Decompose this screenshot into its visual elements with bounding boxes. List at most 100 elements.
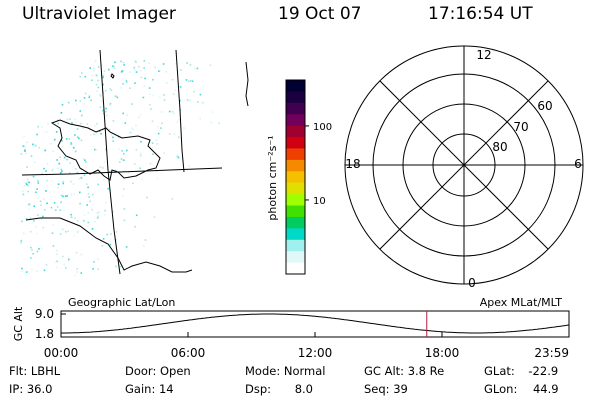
- emission-pixel: [31, 268, 33, 271]
- emission-pixel: [37, 125, 39, 128]
- mlt-label-12: 12: [476, 48, 491, 62]
- emission-pixel: [107, 187, 109, 190]
- emission-pixel: [97, 86, 100, 89]
- emission-pixel: [58, 162, 61, 165]
- emission-pixel: [108, 128, 111, 131]
- emission-pixel: [68, 138, 71, 140]
- emission-pixel: [24, 150, 26, 152]
- emission-pixel: [46, 202, 48, 205]
- emission-pixel: [83, 220, 85, 222]
- emission-pixel: [35, 232, 38, 235]
- emission-pixel: [75, 121, 78, 124]
- emission-pixel: [86, 123, 89, 125]
- emission-pixel: [180, 69, 182, 71]
- emission-pixel: [37, 182, 40, 184]
- emission-pixel: [105, 110, 107, 113]
- colorbar-cell: [286, 194, 305, 207]
- emission-pixel: [43, 130, 46, 133]
- emission-pixel: [165, 82, 168, 84]
- emission-pixel: [96, 90, 99, 92]
- emission-pixel: [163, 99, 166, 101]
- emission-pixel: [35, 226, 37, 228]
- colorbar-cell: [286, 125, 305, 138]
- emission-pixel: [151, 120, 154, 122]
- coastline: [110, 73, 115, 79]
- emission-pixel: [159, 96, 161, 99]
- emission-pixel: [132, 182, 134, 185]
- filter-field: Flt: LBHL: [9, 365, 60, 378]
- time-tick-2359: 23:59: [534, 346, 569, 360]
- emission-pixel: [122, 112, 124, 115]
- emission-pixel: [176, 155, 179, 158]
- emission-pixel: [127, 172, 130, 175]
- emission-pixel: [34, 144, 37, 147]
- emission-pixel: [69, 118, 71, 120]
- emission-pixel: [55, 131, 58, 133]
- emission-pixel: [114, 95, 117, 97]
- emission-pixel: [65, 267, 67, 269]
- emission-pixel: [52, 167, 54, 170]
- emission-pixel: [199, 117, 201, 120]
- emission-pixel: [103, 70, 106, 72]
- emission-pixel: [81, 72, 83, 74]
- emission-pixel: [21, 220, 23, 223]
- emission-pixel: [88, 95, 91, 97]
- emission-pixel: [115, 231, 118, 233]
- mlt-label-6: 6: [574, 157, 582, 171]
- emission-pixel: [75, 251, 78, 254]
- emission-pixel: [86, 183, 88, 185]
- emission-pixel: [22, 270, 24, 273]
- emission-pixel: [61, 228, 64, 231]
- emission-pixel: [160, 111, 163, 113]
- emission-pixel: [135, 61, 137, 64]
- emission-pixel: [104, 209, 106, 212]
- emission-pixel: [36, 270, 38, 273]
- emission-pixel: [53, 202, 56, 204]
- glat-field: GLat: -22.9: [484, 365, 558, 378]
- emission-pixel: [76, 136, 79, 138]
- emission-pixel: [41, 126, 43, 128]
- emission-pixel: [38, 146, 40, 149]
- emission-pixel: [87, 193, 90, 195]
- emission-pixel: [76, 271, 78, 273]
- emission-pixel: [63, 156, 66, 159]
- emission-pixel: [32, 143, 35, 146]
- emission-pixel: [42, 226, 45, 229]
- emission-pixel: [143, 60, 146, 62]
- emission-pixel: [134, 163, 136, 165]
- emission-pixel: [111, 210, 114, 213]
- emission-pixel: [201, 101, 204, 104]
- instrument-title: Ultraviolet Imager: [22, 4, 176, 24]
- emission-pixel: [67, 230, 69, 232]
- emission-pixel: [28, 181, 30, 184]
- emission-pixel: [93, 133, 95, 136]
- emission-pixel: [209, 64, 212, 66]
- emission-pixel: [59, 233, 62, 235]
- emission-pixel: [99, 95, 102, 97]
- emission-pixel: [129, 71, 131, 73]
- emission-pixel: [156, 143, 159, 145]
- emission-pixel: [28, 208, 31, 211]
- emission-pixel: [152, 78, 154, 81]
- emission-pixel: [25, 271, 28, 273]
- emission-pixel: [20, 240, 23, 242]
- emission-pixel: [69, 172, 71, 174]
- emission-pixel: [123, 219, 126, 222]
- emission-pixel: [45, 170, 47, 172]
- emission-pixel: [33, 161, 36, 164]
- dsp-value: 8.0: [294, 382, 313, 396]
- emission-pixel: [140, 140, 142, 143]
- emission-pixel: [51, 179, 54, 182]
- altitude-timeline-panel: [60, 310, 570, 338]
- emission-pixel: [21, 190, 24, 192]
- emission-pixel: [140, 178, 143, 181]
- emission-pixel: [76, 220, 79, 222]
- emission-pixel: [31, 222, 33, 224]
- emission-pixel: [94, 125, 96, 127]
- emission-pixel: [171, 110, 174, 113]
- emission-pixel: [80, 253, 82, 256]
- emission-pixel: [76, 171, 79, 174]
- emission-pixel: [27, 204, 29, 206]
- emission-pixel: [94, 148, 96, 151]
- emission-pixel: [95, 74, 98, 77]
